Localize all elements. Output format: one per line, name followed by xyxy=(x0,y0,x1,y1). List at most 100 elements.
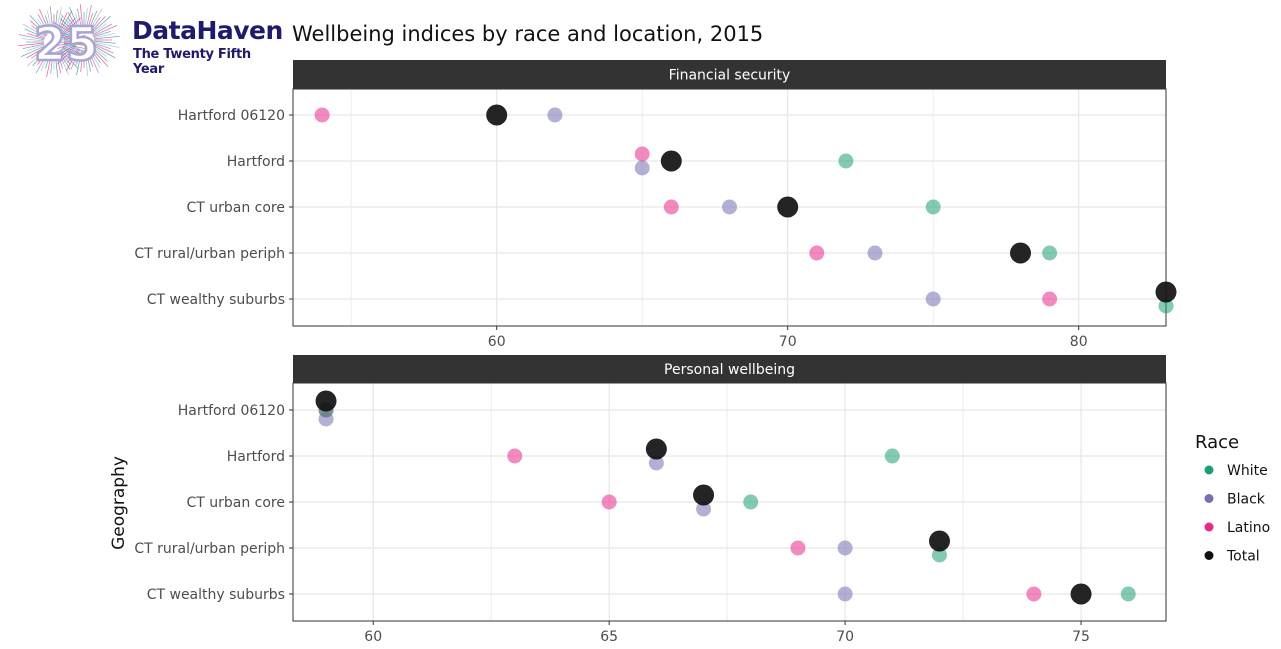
logo-ray xyxy=(26,46,46,59)
data-point-white xyxy=(925,199,941,215)
logo-ray xyxy=(48,40,75,45)
logo-ray xyxy=(90,47,109,68)
sunburst-logo-icon: 25 xyxy=(18,4,120,78)
logo-ray xyxy=(52,36,75,40)
logo-ray xyxy=(32,49,48,67)
logo-ray xyxy=(18,34,45,41)
logo-ray xyxy=(59,18,77,34)
facet-strip-label: Personal wellbeing xyxy=(664,362,795,378)
logo-ray xyxy=(60,49,79,70)
data-point-latino xyxy=(790,540,806,556)
y-tick-label: CT urban core xyxy=(186,495,285,511)
y-tick-label: Hartford 06120 xyxy=(178,108,285,124)
data-point-total xyxy=(660,150,682,172)
logo-ray xyxy=(74,49,82,67)
chart-title: Wellbeing indices by race and location, … xyxy=(292,22,764,46)
logo-ray xyxy=(76,49,83,76)
logo-ray xyxy=(88,8,103,32)
brand-tagline: The Twenty Fifth Year xyxy=(133,47,251,77)
logo-ray xyxy=(93,30,111,38)
logo-ray xyxy=(31,25,47,37)
logo-ray xyxy=(88,48,101,68)
logo-ray xyxy=(61,23,77,35)
logo-ray xyxy=(50,43,76,56)
logo-ray xyxy=(29,14,48,35)
x-tick-label: 75 xyxy=(1072,629,1090,645)
logo-ray xyxy=(54,26,76,37)
logo-ray xyxy=(37,19,49,35)
logo-ray xyxy=(93,32,116,39)
datahaven-logo: 25 DataHaven The Twenty Fifth Year xyxy=(12,2,283,82)
logo-ray xyxy=(93,41,120,48)
y-tick-label: Hartford xyxy=(227,449,285,465)
y-tick-label: CT rural/urban periph xyxy=(134,541,285,557)
logo-ray xyxy=(56,15,64,33)
legend-key-latino xyxy=(1204,522,1214,532)
data-point-total xyxy=(315,390,337,412)
logo-ray xyxy=(52,41,75,48)
legend-label: Black xyxy=(1227,492,1266,508)
logo-ray xyxy=(65,48,80,72)
y-axis-title: Geography xyxy=(109,456,129,550)
data-point-latino xyxy=(1042,291,1058,307)
logo-ray xyxy=(35,50,50,74)
logo-ray xyxy=(61,25,77,37)
legend-label: Total xyxy=(1226,549,1260,565)
logo-ray xyxy=(62,47,78,65)
data-point-black xyxy=(547,107,563,123)
logo-ray xyxy=(22,43,45,50)
logo-ray xyxy=(86,13,94,31)
logo-ray xyxy=(91,15,112,34)
logo-ray xyxy=(84,8,88,31)
brand-name: DataHaven xyxy=(132,16,283,45)
y-tick-label: Hartford 06120 xyxy=(178,403,285,419)
logo-ray xyxy=(29,20,47,36)
logo-ray xyxy=(26,48,47,67)
data-point-latino xyxy=(663,199,679,215)
data-point-white xyxy=(1158,298,1174,314)
data-point-latino xyxy=(314,107,330,123)
data-point-black xyxy=(837,540,853,556)
logo-ray xyxy=(85,49,92,72)
legend-key-black xyxy=(1204,494,1214,503)
logo-ray xyxy=(59,12,78,33)
data-point-latino xyxy=(507,448,523,464)
data-point-white xyxy=(1042,245,1058,261)
data-point-white xyxy=(1120,586,1136,602)
data-point-black xyxy=(634,160,650,176)
data-point-latino xyxy=(601,494,617,510)
y-tick-label: CT wealthy suburbs xyxy=(147,587,285,603)
logo-ray xyxy=(87,10,98,32)
logo-ray xyxy=(50,51,54,74)
x-tick-label: 60 xyxy=(488,334,506,350)
legend-key-total xyxy=(1204,551,1214,560)
x-tick-label: 70 xyxy=(779,334,797,350)
logo-ray xyxy=(44,15,52,33)
logo-ray xyxy=(92,43,114,54)
logo-ray xyxy=(67,47,79,63)
logo-ray xyxy=(48,32,75,39)
y-tick-label: CT urban core xyxy=(186,200,285,216)
legend-title: Race xyxy=(1195,432,1239,453)
logo-ray xyxy=(79,4,84,31)
data-point-total xyxy=(777,196,799,218)
y-tick-label: Hartford xyxy=(227,154,285,170)
logo-ray xyxy=(68,6,81,32)
logo-ray xyxy=(40,50,51,72)
data-point-total xyxy=(1010,242,1031,264)
logo-ray xyxy=(27,32,45,40)
logo-ray xyxy=(37,14,50,34)
logo-ray xyxy=(54,51,59,78)
logo-ray xyxy=(56,44,76,57)
logo-ray xyxy=(67,17,79,33)
data-point-black xyxy=(837,586,853,602)
logo-ray xyxy=(91,23,107,35)
logo-ray xyxy=(44,51,52,69)
logo-ray xyxy=(24,28,46,39)
logo-ray xyxy=(56,46,77,65)
facet-strip xyxy=(293,60,1166,89)
legend-label: White xyxy=(1227,463,1268,479)
logo-ray xyxy=(49,6,54,33)
logo-ray xyxy=(52,21,76,36)
